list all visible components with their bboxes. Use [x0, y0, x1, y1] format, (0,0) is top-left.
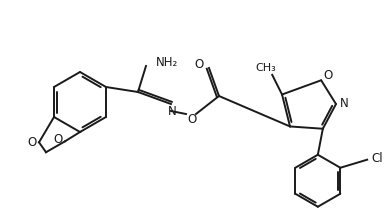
Text: N: N [340, 97, 348, 110]
Text: CH₃: CH₃ [256, 63, 277, 73]
Text: O: O [324, 69, 333, 82]
Text: Cl: Cl [372, 152, 383, 165]
Text: O: O [187, 112, 197, 125]
Text: O: O [27, 136, 37, 149]
Text: O: O [194, 57, 204, 70]
Text: O: O [53, 133, 63, 146]
Text: N: N [168, 104, 176, 117]
Text: NH₂: NH₂ [156, 55, 178, 68]
